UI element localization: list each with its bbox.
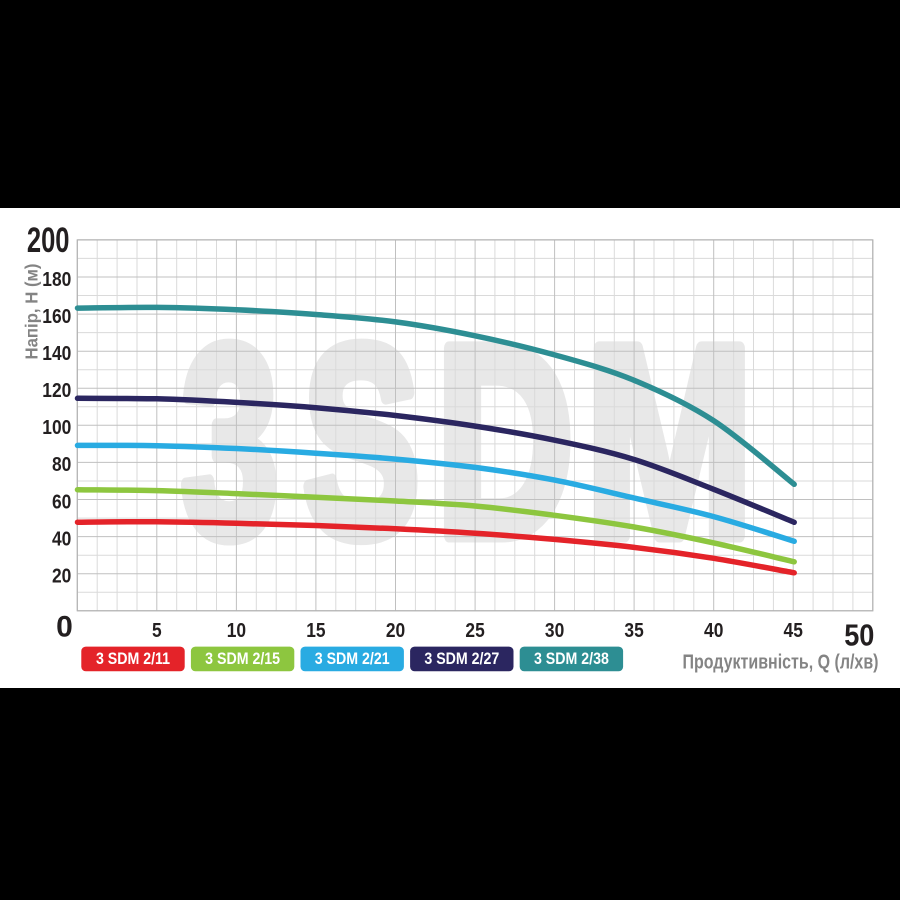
svg-text:180: 180 <box>42 268 71 290</box>
svg-text:Напір, H (м): Напір, H (м) <box>21 264 42 360</box>
svg-text:20: 20 <box>386 619 405 641</box>
svg-text:S: S <box>303 289 419 593</box>
svg-text:15: 15 <box>306 619 325 641</box>
svg-text:3 SDM 2/38: 3 SDM 2/38 <box>534 650 609 668</box>
svg-text:120: 120 <box>42 379 71 401</box>
svg-text:0: 0 <box>56 611 73 644</box>
svg-text:3 SDM 2/27: 3 SDM 2/27 <box>424 650 499 668</box>
svg-text:40: 40 <box>52 527 71 549</box>
svg-text:160: 160 <box>42 305 71 327</box>
svg-text:20: 20 <box>52 564 71 586</box>
svg-text:200: 200 <box>27 221 70 260</box>
svg-text:5: 5 <box>152 619 162 641</box>
svg-text:35: 35 <box>624 619 643 641</box>
svg-text:3: 3 <box>181 290 277 594</box>
svg-text:3 SDM 2/21: 3 SDM 2/21 <box>315 650 390 668</box>
svg-text:3 SDM 2/11: 3 SDM 2/11 <box>96 650 170 668</box>
svg-text:25: 25 <box>465 619 484 641</box>
svg-text:100: 100 <box>42 416 71 438</box>
svg-text:80: 80 <box>52 453 71 475</box>
svg-text:Продуктивність, Q (л/хв): Продуктивність, Q (л/хв) <box>682 651 878 673</box>
svg-text:50: 50 <box>844 619 874 653</box>
svg-text:3 SDM 2/15: 3 SDM 2/15 <box>205 650 280 668</box>
svg-text:30: 30 <box>545 619 564 641</box>
svg-text:45: 45 <box>784 619 803 641</box>
svg-text:140: 140 <box>42 342 71 364</box>
svg-text:60: 60 <box>52 490 71 512</box>
svg-text:40: 40 <box>704 619 723 641</box>
svg-text:10: 10 <box>227 619 246 641</box>
